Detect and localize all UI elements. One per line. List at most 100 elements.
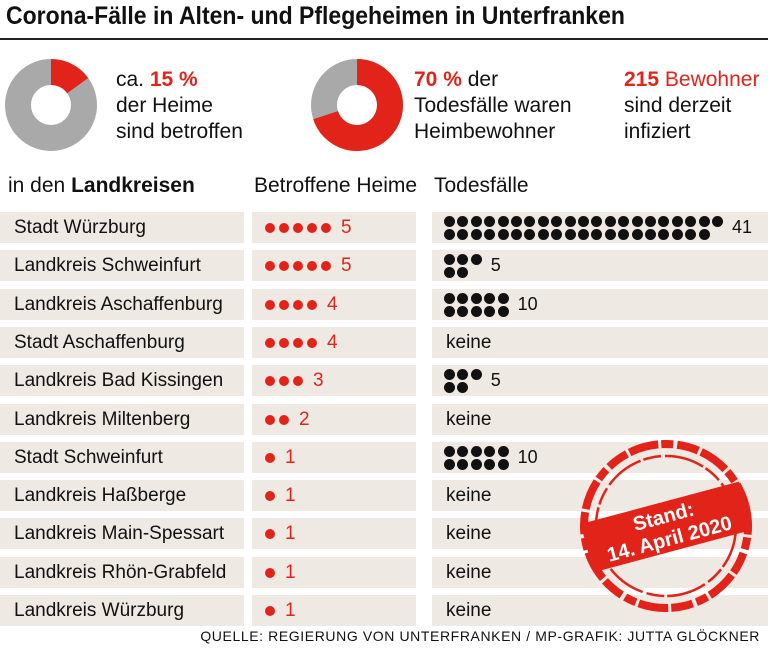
todesfall-dot	[470, 446, 482, 457]
todesfall-dot	[537, 228, 549, 240]
heime-dot	[293, 337, 303, 348]
stat-bewohner-line3: infiziert	[624, 120, 691, 143]
heime-value: 4	[327, 332, 338, 353]
heime-dot	[279, 375, 289, 386]
row-bg-name	[0, 289, 244, 320]
todesfaelle-dots	[444, 365, 764, 396]
row-name: Landkreis Würzburg	[14, 600, 185, 621]
heime-dot	[279, 299, 289, 310]
todesfall-dot	[470, 458, 482, 470]
heime-dot	[293, 222, 303, 233]
heime-dot	[265, 490, 275, 501]
heime-dot	[265, 414, 275, 425]
todesfall-dot	[457, 305, 469, 317]
todesfall-dot	[658, 228, 670, 240]
todesfall-dot	[511, 228, 522, 240]
heime-dot	[265, 260, 275, 271]
row-bg-name	[0, 557, 244, 588]
todesfall-dot	[645, 228, 656, 240]
todesfall-dot	[578, 216, 589, 227]
todesfall-dot	[537, 216, 549, 227]
stat-heime-value: 15 %	[149, 68, 198, 91]
heime-dot	[279, 260, 289, 271]
todesfall-dot	[470, 254, 482, 265]
title-rule	[0, 38, 768, 40]
heime-dot	[279, 414, 289, 425]
row-bg-todesfaelle	[432, 250, 768, 281]
heime-dot	[265, 567, 275, 578]
todesfaelle-dots	[444, 250, 764, 281]
stat-bewohner: 215 Bewohner sind derzeit infiziert	[624, 67, 759, 145]
date-stamp: Stand: 14. April 2020	[580, 440, 752, 612]
todesfall-dot	[658, 216, 670, 227]
row-bg-name	[0, 480, 244, 511]
header-landkreise-prefix: in den	[8, 174, 72, 197]
todesfall-dot	[470, 293, 482, 304]
heime-value: 4	[327, 294, 338, 315]
todesfall-dot	[497, 216, 509, 227]
todesfaelle-dots	[444, 289, 764, 320]
heime-dot	[265, 337, 275, 348]
heime-value: 1	[285, 562, 296, 583]
todesfaelle-none: keine	[446, 485, 492, 506]
donut-heime-slice	[50, 59, 89, 94]
heime-dot	[265, 375, 275, 386]
todesfaelle-none: keine	[446, 409, 492, 430]
todesfall-dot	[631, 228, 643, 240]
todesfall-dot	[578, 228, 589, 240]
todesfaelle-none: keine	[446, 332, 492, 353]
todesfall-dot	[457, 458, 469, 470]
todesfall-dot	[551, 228, 563, 240]
heime-dot	[307, 337, 317, 348]
heime-value: 5	[341, 217, 352, 238]
todesfall-dot	[564, 228, 576, 240]
todesfall-dot	[524, 216, 536, 227]
stat-heime: ca. 15 % der Heime sind betroffen	[116, 67, 243, 145]
todesfall-dot	[645, 216, 656, 227]
todesfall-dot	[457, 216, 469, 227]
todesfall-dot	[484, 446, 496, 457]
heime-dot	[265, 222, 275, 233]
heime-value: 5	[341, 255, 352, 276]
todesfall-dot	[685, 228, 697, 240]
row-bg-todesfaelle	[432, 404, 768, 435]
row-name: Stadt Würzburg	[14, 217, 146, 238]
row-name: Landkreis Aschaffenburg	[14, 294, 223, 315]
todesfall-dot	[604, 228, 616, 240]
todesfall-dot	[484, 305, 496, 317]
todesfall-dot	[484, 216, 496, 227]
heime-dot	[307, 222, 317, 233]
heime-dots	[265, 442, 279, 473]
todesfall-dot	[484, 228, 496, 240]
todesfall-dot	[457, 381, 469, 393]
todesfaelle-value: 41	[732, 217, 753, 237]
todesfaelle-none: keine	[446, 523, 492, 544]
donut-heime	[5, 59, 97, 151]
chart-title: Corona-Fälle in Alten- und Pflegeheimen …	[6, 2, 625, 30]
todesfaelle-dots	[444, 212, 764, 243]
heime-dots	[265, 518, 279, 549]
todesfall-dot	[564, 216, 576, 227]
todesfall-dot	[444, 369, 455, 380]
todesfaelle-value: 10	[517, 294, 538, 314]
todesfall-dot	[444, 458, 455, 470]
row-bg-name	[0, 212, 244, 243]
stat-todesfaelle: 70 % der Todesfälle waren Heimbewohner	[414, 67, 572, 145]
todesfaelle-value: 10	[517, 447, 538, 467]
stat-bewohner-value: 215	[624, 68, 660, 91]
row-bg-heime	[252, 557, 416, 588]
todesfall-dot	[457, 446, 469, 457]
row-name: Landkreis Bad Kissingen	[14, 370, 224, 391]
row-bg-todesfaelle	[432, 327, 768, 358]
header-todesfaelle: Todesfälle	[434, 174, 529, 197]
heime-dot	[307, 299, 317, 310]
row-bg-name	[0, 595, 244, 626]
row-name: Landkreis Schweinfurt	[14, 255, 201, 276]
heime-dot	[293, 299, 303, 310]
todesfall-dot	[444, 293, 455, 304]
row-bg-name	[0, 442, 244, 473]
source-note: QUELLE: REGIERUNG VON UNTERFRANKEN / MP-…	[200, 628, 760, 644]
stat-todesfaelle-suffix: der	[461, 68, 499, 91]
todesfall-dot	[444, 228, 455, 240]
todesfall-dot	[497, 446, 509, 457]
